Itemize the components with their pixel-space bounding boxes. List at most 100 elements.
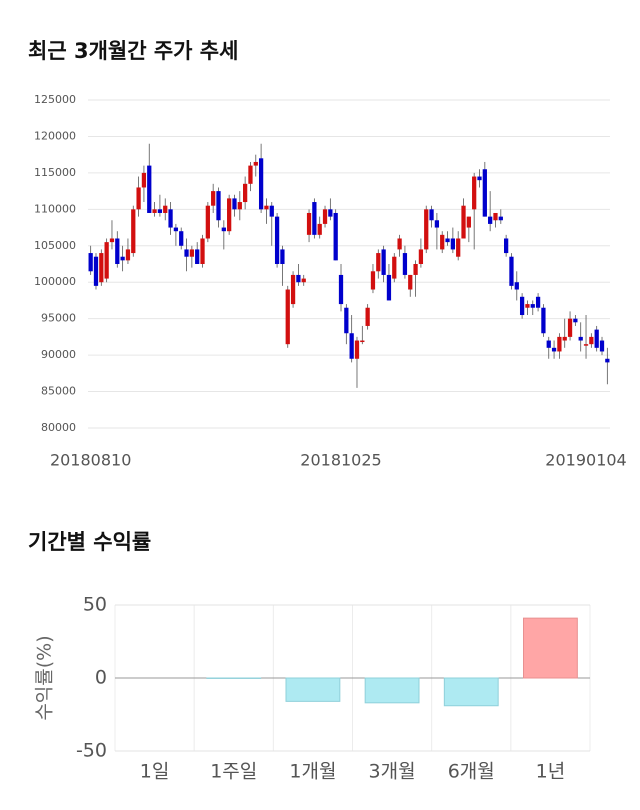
candle-body — [418, 249, 424, 264]
candle-body — [509, 256, 514, 286]
candle-body — [519, 296, 525, 316]
candle-body — [440, 234, 445, 250]
x-tick-label: 20190104 — [545, 451, 626, 470]
candle-body — [211, 191, 216, 206]
candle-body — [232, 198, 237, 210]
candle-body — [525, 304, 530, 308]
candle-body — [333, 212, 338, 261]
y-tick-label: 80000 — [41, 421, 76, 434]
y-tick-label: -50 — [76, 740, 107, 762]
candle-body — [434, 220, 440, 228]
candle-body — [120, 256, 125, 261]
candle-body — [557, 336, 562, 352]
bar — [443, 677, 499, 707]
candle-body — [195, 249, 200, 264]
candle-body — [477, 176, 482, 181]
candle-body — [93, 256, 99, 286]
candle-body — [248, 165, 253, 184]
candle-body — [583, 344, 589, 346]
candle-body — [370, 271, 376, 290]
candle-body — [290, 274, 296, 305]
candle-body — [221, 227, 226, 232]
candle-body — [456, 238, 461, 257]
candle-body — [243, 183, 248, 203]
candle-body — [546, 340, 551, 348]
candle-body — [360, 340, 365, 343]
candle-body — [376, 253, 381, 272]
candle-body — [498, 216, 503, 221]
y-tick-label: 100000 — [34, 275, 76, 288]
candle-body — [344, 307, 349, 334]
y-tick-label: 90000 — [41, 348, 76, 361]
x-tick-label: 3개월 — [369, 761, 416, 783]
candle-body — [402, 253, 408, 275]
candle-body — [136, 187, 141, 210]
candle-body — [365, 307, 370, 326]
candle-body — [328, 209, 333, 217]
candle-body — [99, 253, 104, 283]
candle-body — [306, 212, 312, 235]
candle-body — [466, 216, 471, 228]
x-tick-label: 1일 — [140, 761, 170, 783]
bar — [364, 677, 420, 704]
x-tick-label: 1개월 — [289, 761, 336, 783]
candle-body — [285, 289, 290, 345]
candle-body — [269, 205, 274, 217]
candle-body — [115, 238, 120, 264]
candle-body — [386, 274, 392, 301]
chart-title: 기간별 수익률 — [28, 530, 151, 554]
y-tick-label: 115000 — [34, 166, 76, 179]
x-tick-label: 1년 — [536, 761, 566, 783]
candle-body — [535, 296, 541, 308]
candle-body — [317, 223, 322, 235]
candle-body — [472, 176, 477, 210]
candle-body — [589, 336, 594, 345]
candle-body — [264, 205, 269, 210]
candle-body — [152, 209, 157, 213]
y-tick-label: 105000 — [34, 239, 76, 252]
candle-body — [504, 238, 509, 254]
candle-body — [573, 318, 578, 323]
candle-body — [227, 198, 232, 232]
candle-body — [104, 242, 109, 279]
candle-body — [349, 333, 354, 359]
candle-body — [408, 274, 413, 290]
y-tick-label: 125000 — [34, 93, 76, 106]
y-tick-label: 110000 — [34, 202, 76, 215]
y-tick-label: 50 — [83, 594, 107, 616]
candle-body — [88, 253, 93, 272]
y-axis-label: 수익률(%) — [34, 635, 56, 720]
y-tick-label: 95000 — [41, 312, 76, 325]
bar — [523, 617, 578, 679]
candle-body — [296, 274, 301, 283]
candle-body — [514, 282, 519, 290]
candle-body — [594, 329, 599, 348]
candle-body — [184, 249, 189, 257]
candle-body — [488, 216, 493, 224]
candle-body — [541, 307, 546, 334]
candle-body — [413, 264, 418, 275]
candle-body — [280, 249, 285, 264]
candle-body — [216, 191, 221, 221]
bar — [285, 677, 341, 702]
candle-body — [173, 227, 179, 232]
candle-body — [200, 238, 205, 264]
x-tick-label: 1주일 — [210, 761, 257, 783]
candle-body — [168, 209, 173, 228]
candle-body — [301, 278, 306, 283]
candle-body — [567, 318, 573, 337]
candle-body — [424, 209, 429, 250]
candle-body — [599, 340, 605, 352]
chart-title: 최근 3개월간 주가 추세 — [28, 39, 238, 63]
candle-body — [392, 256, 397, 279]
candle-body — [354, 340, 360, 359]
candle-body — [493, 212, 498, 221]
candle-body — [189, 249, 194, 257]
candle-body — [397, 238, 402, 250]
candle-body — [551, 347, 557, 352]
candle-body — [205, 205, 210, 239]
candle-body — [163, 205, 168, 213]
candle-body — [237, 202, 242, 210]
candle-body — [131, 209, 136, 254]
y-tick-label: 120000 — [34, 129, 76, 142]
